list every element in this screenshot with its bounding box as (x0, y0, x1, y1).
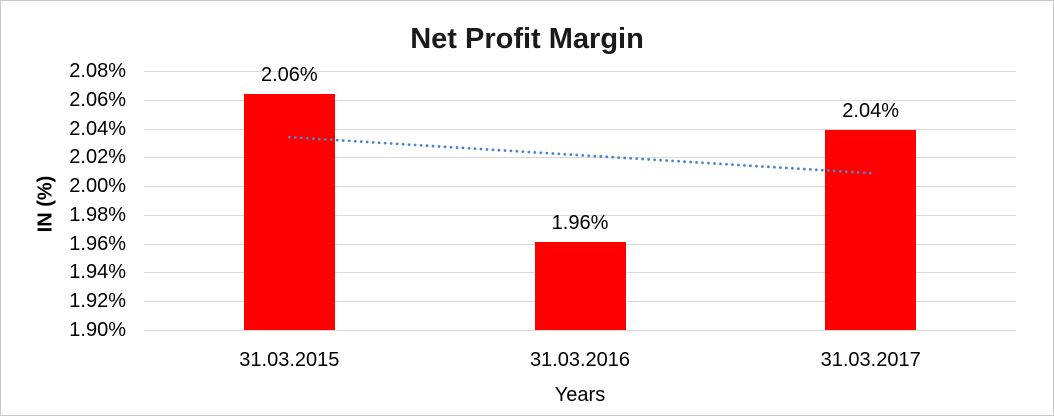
gridline (144, 330, 1016, 331)
gridline (144, 128, 1016, 130)
y-tick-label: 2.06% (69, 88, 126, 111)
bar-data-label: 2.04% (842, 99, 900, 122)
y-tick-label: 2.02% (69, 146, 126, 169)
y-tick-label: 1.98% (69, 203, 126, 226)
y-tick-label: 1.96% (69, 232, 126, 255)
x-axis-title: Years (554, 384, 606, 406)
gridline (144, 214, 1016, 216)
bar-data-label: 1.96% (551, 212, 609, 235)
y-tick-label: 2.04% (69, 117, 126, 140)
y-tick-label: 1.90% (69, 319, 126, 341)
y-axis-tick-labels: 2.08% 2.06% 2.04% 2.02% 2.00% 1.98% 1.96% 1.94%… (1, 1, 126, 415)
gridline (144, 99, 1016, 101)
gridline (144, 71, 1016, 72)
category-label: 31.03.2015 (239, 349, 340, 371)
y-tick-label: 2.00% (69, 175, 126, 198)
y-tick-label: 2.08% (69, 60, 126, 82)
bar-31.03.2016 (534, 242, 626, 330)
bar-31.03.2017 (825, 130, 917, 330)
y-tick-label: 1.92% (69, 290, 126, 313)
category-label: 31.03.2016 (529, 349, 631, 371)
chart-title: Net Profit Margin (410, 23, 644, 55)
y-tick-label: 1.94% (69, 261, 126, 284)
plot-area: 2.06% 1.96% 2.04% (144, 64, 1016, 331)
bar-31.03.2015 (243, 94, 335, 330)
bar-data-label: 2.06% (260, 64, 318, 87)
gridline (144, 186, 1016, 188)
category-label: 31.03.2017 (820, 349, 921, 371)
